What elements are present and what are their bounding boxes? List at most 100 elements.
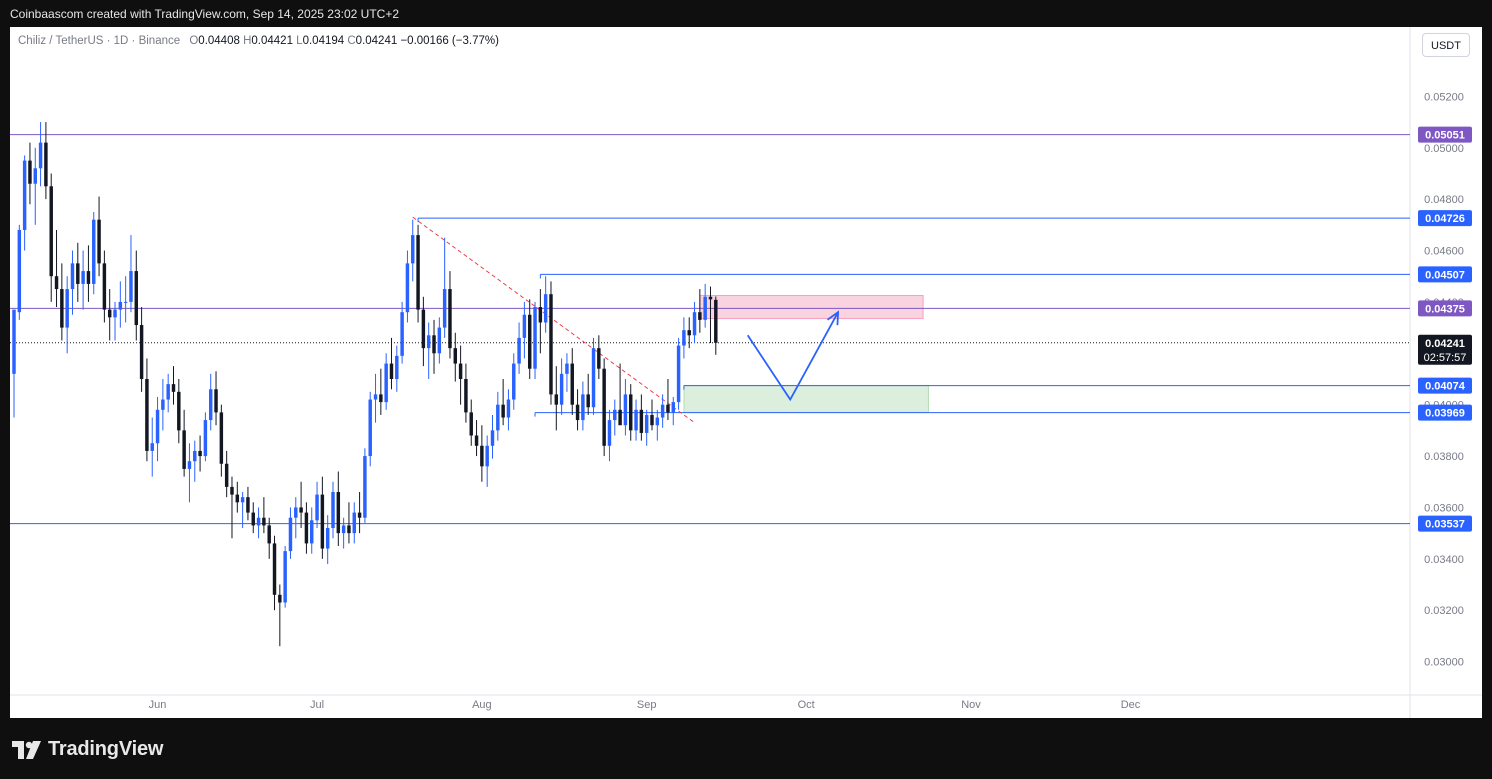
candle-body (288, 517, 293, 552)
candle-body (331, 492, 335, 528)
candle-body (38, 142, 43, 169)
candle-body (607, 420, 612, 446)
candle-body (65, 289, 69, 328)
candle-body (60, 289, 64, 328)
candle-body (123, 301, 128, 303)
tradingview-logo[interactable]: TradingView (12, 738, 163, 761)
close-label: C (347, 35, 356, 47)
candle-body (219, 412, 224, 464)
open-label: O (189, 35, 199, 47)
open-value: 0.04408 (198, 35, 240, 47)
candle-body (714, 299, 718, 343)
level-price-label: 0.04507 (1425, 269, 1465, 281)
candle-body (708, 296, 713, 300)
bar-countdown-label: 02:57:57 (1424, 352, 1467, 364)
candle-body (187, 461, 192, 469)
candle-body (554, 394, 559, 405)
candle-body (86, 271, 91, 284)
candle-body (517, 337, 521, 364)
y-tick-label: 0.04600 (1424, 246, 1464, 258)
candle-body (352, 512, 356, 534)
candle-body (549, 294, 553, 395)
candle-body (224, 463, 229, 487)
level-price-tag (1418, 300, 1472, 317)
candle-body (92, 219, 96, 284)
candle-body (437, 327, 442, 354)
level-price-label: 0.03969 (1425, 408, 1465, 420)
candle-body (193, 450, 197, 462)
candle-body (538, 307, 543, 323)
candle-body (416, 235, 420, 310)
tradingview-wordmark: TradingView (48, 738, 164, 760)
level-price-tag (1418, 515, 1472, 532)
resistance-zone (699, 294, 924, 320)
candle-body (310, 520, 314, 544)
y-tick-label: 0.03400 (1424, 554, 1464, 566)
candle-body (161, 399, 165, 410)
candle-body (81, 271, 85, 284)
candle-body (581, 394, 585, 421)
x-tick-label: Jun (149, 699, 167, 711)
level-price-label: 0.04074 (1425, 381, 1466, 393)
level-price-label: 0.03537 (1425, 519, 1465, 531)
chart-frame[interactable]: 0.052000.050000.048000.046000.044000.040… (10, 27, 1482, 718)
candle-body (490, 430, 495, 446)
candle-body (198, 450, 202, 457)
x-tick-label: Aug (472, 699, 492, 711)
x-tick-label: Nov (961, 699, 981, 711)
candle-body (235, 494, 240, 503)
price-chart[interactable]: 0.052000.050000.048000.046000.044000.040… (10, 27, 1482, 718)
candle-body (395, 355, 399, 379)
symbol-legend: Chiliz / TetherUS · 1D · Binance O0.0440… (18, 35, 499, 47)
candle-body (347, 525, 351, 534)
y-tick-label: 0.03000 (1424, 657, 1464, 669)
symbol-title[interactable]: Chiliz / TetherUS · 1D · Binance (18, 35, 181, 47)
currency-button[interactable]: USDT (1422, 33, 1470, 57)
candle-body (682, 330, 686, 346)
candle-body (177, 391, 181, 431)
candle-body (171, 384, 176, 392)
level-price-tag (1418, 377, 1472, 394)
candle-body (602, 368, 606, 446)
candle-body (618, 409, 622, 426)
candle-body (506, 399, 511, 418)
projection-arrowhead (826, 310, 840, 326)
candle-body (262, 517, 266, 526)
candle-body (703, 296, 707, 320)
candle-body (527, 314, 532, 369)
candle-body (49, 186, 53, 277)
candle-body (448, 289, 452, 349)
candle-body (139, 325, 144, 379)
candle-body (118, 301, 123, 310)
high-value: 0.04421 (251, 35, 293, 47)
candle-body (44, 142, 48, 187)
candle-body (485, 445, 489, 467)
support-zone (683, 384, 929, 413)
candle-body (182, 430, 186, 469)
descending-trendline (412, 216, 695, 424)
candle-body (256, 517, 261, 526)
candle-body (613, 409, 617, 421)
candle-body (267, 525, 271, 544)
candle-body (676, 345, 681, 403)
candle-body (12, 309, 16, 374)
candle-body (405, 263, 410, 313)
x-tick-label: Sep (637, 699, 657, 711)
candle-body (597, 348, 601, 369)
candle-body (442, 289, 447, 328)
level-price-tag (1418, 126, 1472, 143)
x-tick-label: Oct (798, 699, 815, 711)
y-tick-label: 0.03200 (1424, 605, 1464, 617)
candle-body (294, 507, 298, 518)
candle-body (692, 312, 697, 336)
level-price-label: 0.04726 (1425, 213, 1465, 225)
candle-body (208, 389, 213, 421)
candle-body (639, 409, 644, 433)
candle-body (453, 348, 458, 364)
candle-body (357, 512, 362, 518)
level-price-tag (1418, 404, 1472, 421)
candle-body (426, 335, 431, 349)
candle-body (102, 263, 107, 310)
candle-body (634, 409, 638, 431)
candle-body (214, 389, 218, 413)
